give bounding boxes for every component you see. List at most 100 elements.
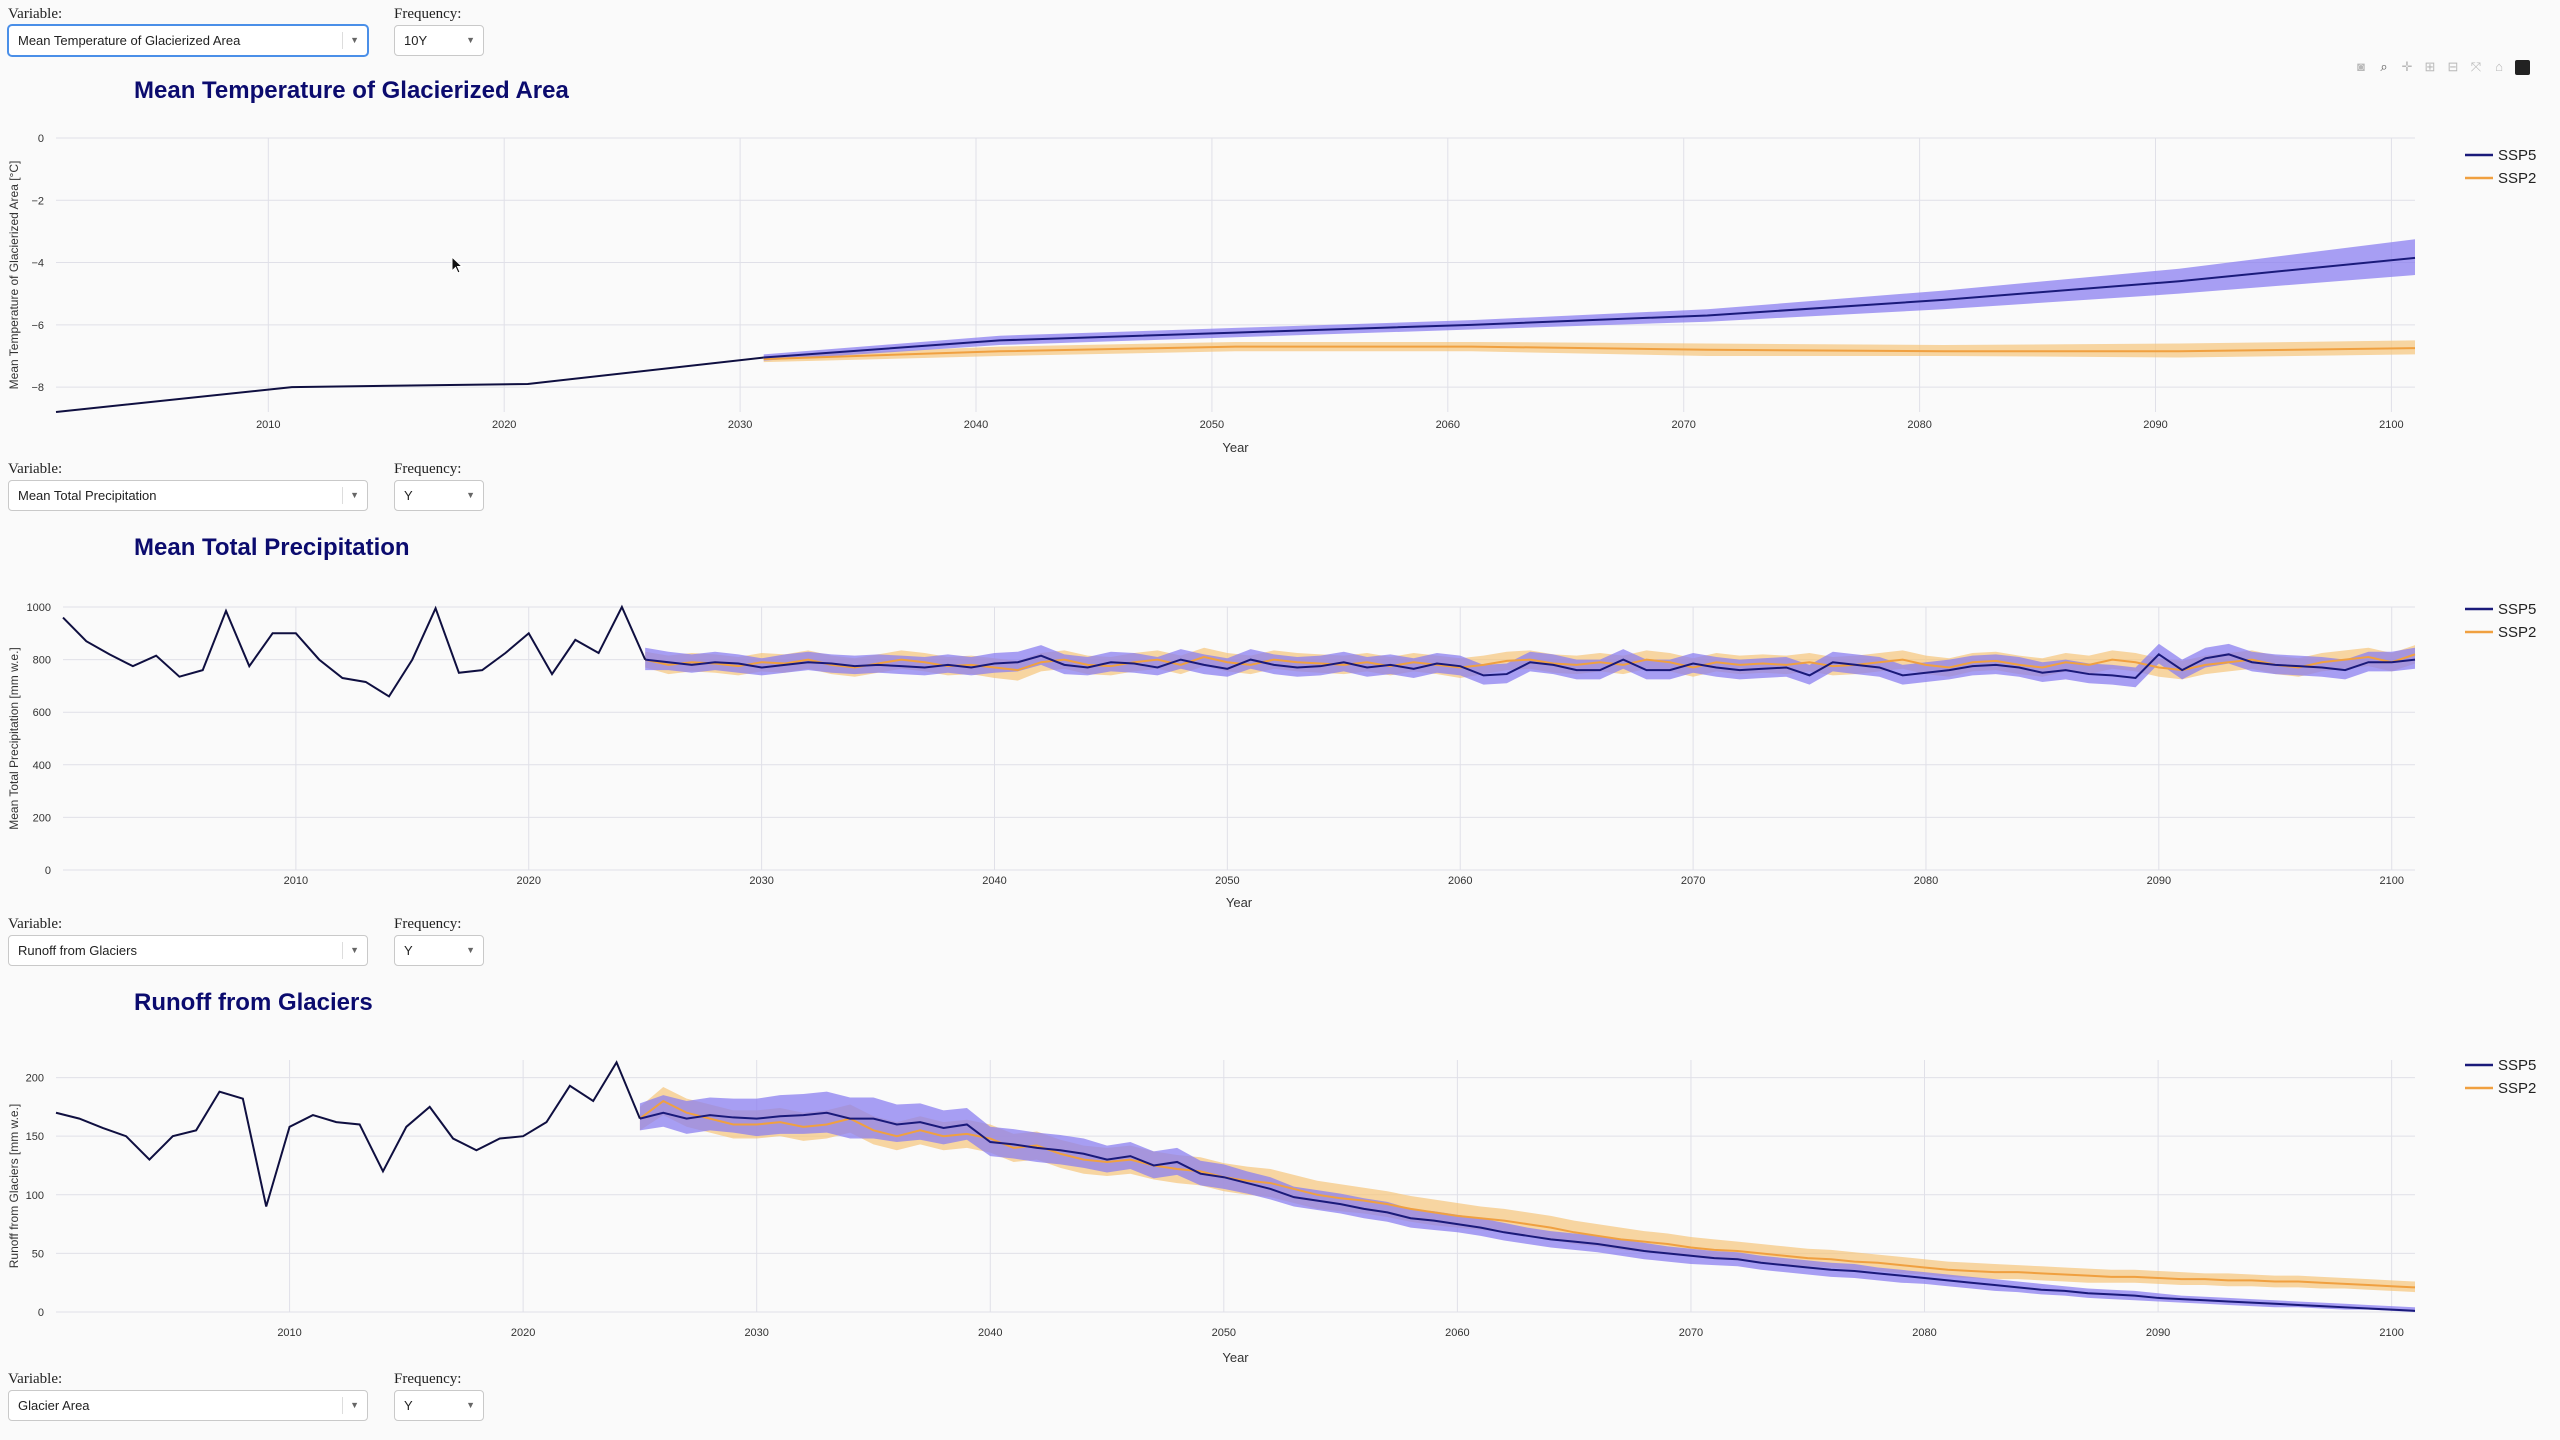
y-tick-label: 50 [32, 1248, 44, 1260]
x-tick-label: 2100 [2379, 419, 2403, 431]
frequency-select[interactable]: Y ▼ [394, 480, 484, 511]
y-tick-label: 0 [45, 865, 51, 877]
zoom-in-icon[interactable]: ⊞ [2424, 59, 2436, 74]
y-tick-label: 200 [33, 812, 51, 824]
variable-select[interactable]: Mean Temperature of Glacierized Area ▼ [8, 25, 368, 56]
legend-label-ssp2: SSP2 [2498, 170, 2536, 187]
frequency-control-4: Frequency: Y ▼ [394, 1371, 484, 1421]
y-tick-label: 800 [33, 655, 51, 667]
x-tick-label: 2040 [964, 419, 988, 431]
variable-control-1: Variable: Mean Temperature of Glacierize… [8, 6, 368, 56]
autoscale-icon[interactable]: ⤧ [2470, 59, 2482, 74]
legend-label-ssp5: SSP5 [2498, 147, 2536, 164]
x-tick-label: 2060 [1445, 1327, 1469, 1339]
x-tick-label: 2050 [1212, 1327, 1236, 1339]
chevron-down-icon[interactable]: ▼ [350, 490, 359, 500]
variable-label: Variable: [8, 1371, 63, 1387]
frequency-label: Frequency: [394, 6, 462, 22]
chevron-down-icon[interactable]: ▼ [466, 35, 475, 45]
variable-select[interactable]: Glacier Area ▼ [8, 1390, 368, 1421]
variable-control-3: Variable: Runoff from Glaciers ▼ [8, 916, 368, 966]
variable-control-2: Variable: Mean Total Precipitation ▼ [8, 461, 368, 511]
chevron-down-icon[interactable]: ▼ [466, 490, 475, 500]
y-axis-title: Mean Temperature of Glacierized Area [°C… [7, 161, 21, 390]
y-tick-label: 1000 [27, 602, 51, 614]
chart-title: Runoff from Glaciers [134, 989, 373, 1016]
chevron-down-icon[interactable]: ▼ [466, 1400, 475, 1410]
series-line-ssp5 [639, 1111, 2416, 1312]
x-tick-label: 2030 [728, 419, 752, 431]
band-ssp5 [639, 1091, 2415, 1312]
chevron-down-icon[interactable]: ▼ [350, 945, 359, 955]
x-tick-label: 2080 [1907, 419, 1931, 431]
pan-icon[interactable]: ✛ [2401, 59, 2413, 74]
x-tick-label: 2040 [982, 875, 1006, 887]
frequency-control-2: Frequency: Y ▼ [394, 461, 484, 511]
y-tick-label: 600 [33, 707, 51, 719]
y-tick-label: −8 [31, 382, 44, 394]
chart-title: Mean Total Precipitation [134, 534, 410, 561]
y-tick-label: 200 [26, 1073, 44, 1085]
chevron-down-icon[interactable]: ▼ [350, 1400, 359, 1410]
x-tick-label: 2100 [2379, 875, 2403, 887]
frequency-control-3: Frequency: Y ▼ [394, 916, 484, 966]
x-tick-label: 2070 [1671, 419, 1695, 431]
history-line [55, 356, 764, 413]
x-tick-label: 2080 [1914, 875, 1938, 887]
y-axis-title: Runoff from Glaciers [mm w.e.] [7, 1104, 21, 1269]
history-line [62, 604, 647, 698]
y-tick-label: 400 [33, 760, 51, 772]
history-line [55, 1060, 641, 1207]
x-tick-label: 2020 [492, 419, 516, 431]
series-line-ssp2 [639, 1099, 2416, 1289]
band-ssp5 [763, 239, 2416, 361]
x-tick-label: 2030 [749, 875, 773, 887]
series-line-ssp5 [763, 256, 2416, 359]
frequency-select-value: Y [404, 943, 413, 958]
variable-label: Variable: [8, 461, 63, 477]
chart-precipitation: Mean Total Precipitation 0 200 400 600 800 100… [7, 534, 2536, 910]
frequency-label: Frequency: [394, 1371, 462, 1387]
chevron-down-icon[interactable]: ▼ [466, 945, 475, 955]
mouse-cursor-icon [451, 256, 464, 274]
x-axis-title: Year [1222, 440, 1249, 455]
y-tick-label: 0 [38, 133, 44, 145]
legend-label-ssp5: SSP5 [2498, 1057, 2536, 1074]
series-line-ssp2 [763, 345, 2416, 361]
chart-temperature: Mean Temperature of Glacierized Area 0 −2 −… [7, 77, 2536, 455]
x-tick-label: 2020 [511, 1327, 535, 1339]
camera-icon[interactable]: ◙ [2357, 59, 2365, 74]
x-tick-label: 2040 [978, 1327, 1002, 1339]
plotly-logo-icon[interactable] [2515, 60, 2530, 75]
band-ssp5 [645, 643, 2415, 688]
variable-label: Variable: [8, 916, 63, 932]
chevron-down-icon[interactable]: ▼ [350, 35, 359, 45]
variable-label: Variable: [8, 6, 63, 22]
x-tick-label: 2090 [2147, 875, 2171, 887]
legend-label-ssp2: SSP2 [2498, 1080, 2536, 1097]
variable-select-value: Glacier Area [18, 1398, 90, 1413]
frequency-label: Frequency: [394, 916, 462, 932]
zoom-icon[interactable]: ⌕ [2380, 59, 2388, 74]
y-tick-label: 100 [26, 1190, 44, 1202]
zoom-out-icon[interactable]: ⊟ [2447, 59, 2459, 74]
series-line-ssp5 [645, 653, 2416, 680]
frequency-select[interactable]: Y ▼ [394, 1390, 484, 1421]
x-tick-label: 2060 [1448, 875, 1472, 887]
x-tick-label: 2060 [1436, 419, 1460, 431]
x-tick-label: 2090 [2146, 1327, 2170, 1339]
x-tick-label: 2050 [1200, 419, 1224, 431]
variable-select[interactable]: Runoff from Glaciers ▼ [8, 935, 368, 966]
frequency-select[interactable]: 10Y ▼ [394, 25, 484, 56]
chart-title: Mean Temperature of Glacierized Area [134, 77, 569, 104]
x-tick-label: 2020 [517, 875, 541, 887]
chart-runoff: Runoff from Glaciers 0 50 100 150 200 2010 2020… [7, 989, 2536, 1365]
variable-select[interactable]: Mean Total Precipitation ▼ [8, 480, 368, 511]
x-tick-label: 2080 [1912, 1327, 1936, 1339]
y-axis-title: Mean Total Precipitation [mm w.e.] [7, 647, 21, 830]
y-tick-label: 150 [26, 1131, 44, 1143]
legend-label-ssp5: SSP5 [2498, 601, 2536, 618]
frequency-select[interactable]: Y ▼ [394, 935, 484, 966]
y-tick-label: −6 [31, 320, 44, 332]
reset-axes-icon[interactable]: ⌂ [2495, 59, 2503, 74]
